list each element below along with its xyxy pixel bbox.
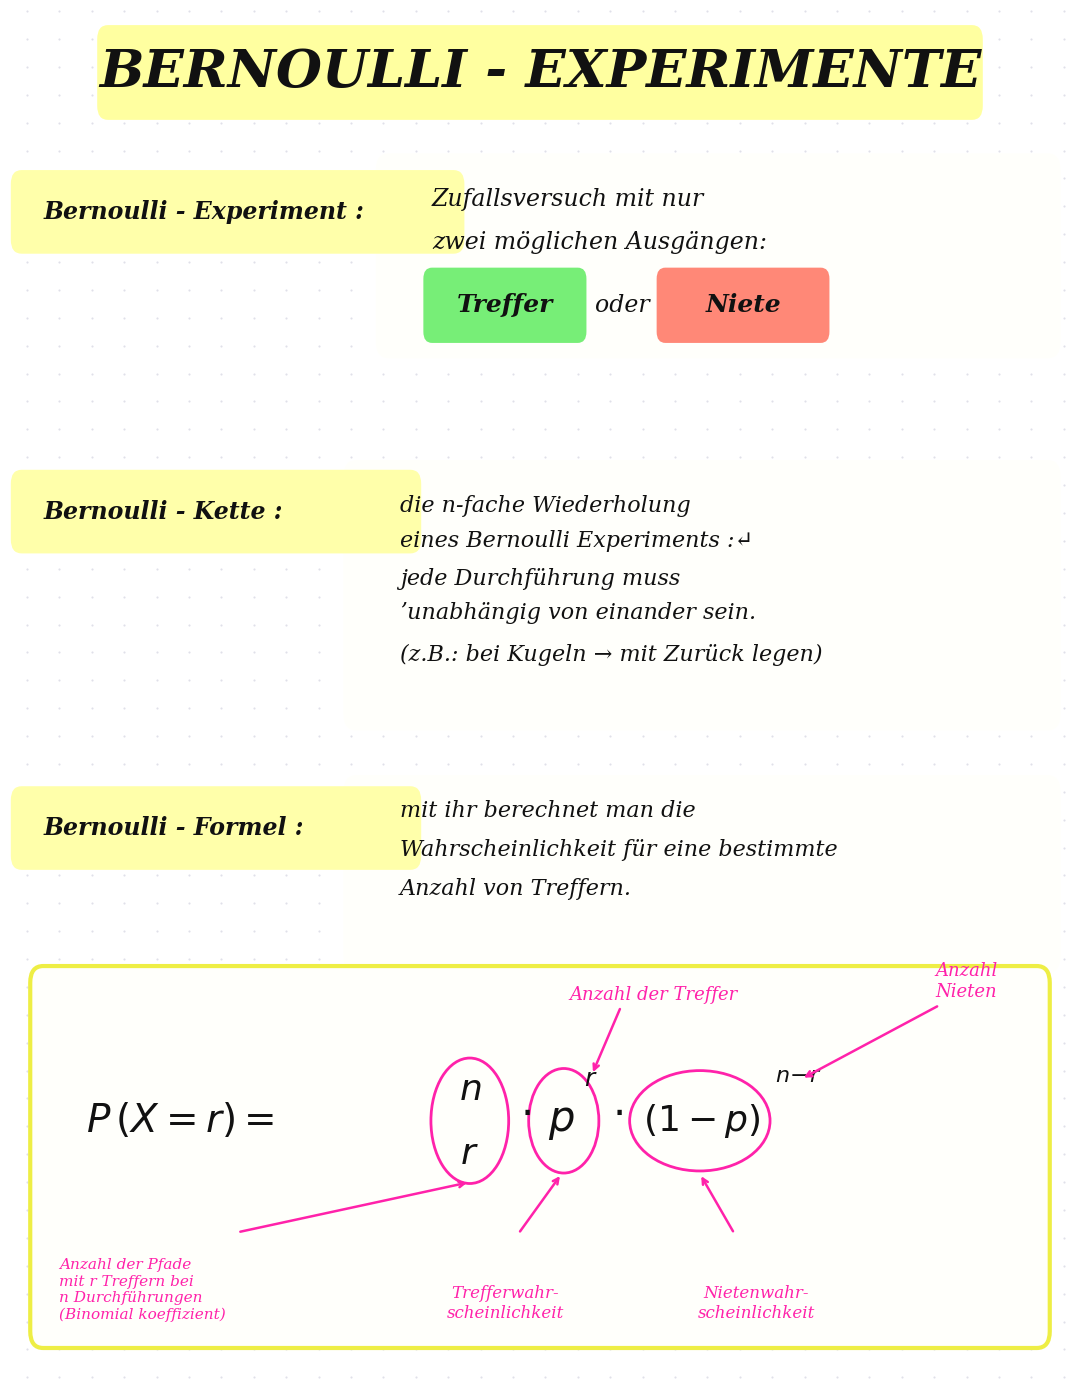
Text: $\cdot$: $\cdot$ [519,1093,530,1135]
FancyBboxPatch shape [30,966,1050,1348]
Text: $r$: $r$ [584,1066,597,1092]
Text: eines Bernoulli Experiments :↵: eines Bernoulli Experiments :↵ [400,530,753,552]
Text: Bernoulli - Formel :: Bernoulli - Formel : [43,815,303,841]
Text: $p$: $p$ [549,1100,575,1142]
Text: Wahrscheinlichkeit für eine bestimmte: Wahrscheinlichkeit für eine bestimmte [400,839,837,861]
Text: $P\,(X = r) =$: $P\,(X = r) =$ [86,1101,275,1140]
Text: ʼunabhängig von einander sein.: ʼunabhängig von einander sein. [400,602,756,625]
Text: $(1-p)$: $(1-p)$ [644,1101,760,1140]
Text: Anzahl
Nieten: Anzahl Nieten [935,962,998,1001]
Text: mit ihr berechnet man die: mit ihr berechnet man die [400,800,696,822]
FancyBboxPatch shape [343,460,1061,730]
FancyBboxPatch shape [423,268,586,343]
FancyBboxPatch shape [657,268,829,343]
Text: Zufallsversuch mit nur: Zufallsversuch mit nur [432,188,704,210]
Text: BERNOULLI - EXPERIMENTE: BERNOULLI - EXPERIMENTE [98,47,982,98]
Text: Anzahl der Treffer: Anzahl der Treffer [569,986,738,1004]
Text: Niete: Niete [705,293,781,318]
FancyBboxPatch shape [11,786,421,870]
FancyBboxPatch shape [11,170,464,254]
Text: $r$: $r$ [460,1138,480,1171]
FancyBboxPatch shape [11,470,421,553]
Text: (z.B.: bei Kugeln → mit Zurück legen): (z.B.: bei Kugeln → mit Zurück legen) [400,644,822,666]
Text: zwei möglichen Ausgängen:: zwei möglichen Ausgängen: [432,231,767,254]
Text: $\cdot$: $\cdot$ [612,1093,623,1135]
Text: $n$: $n$ [459,1073,481,1107]
Text: die n-fache Wiederholung: die n-fache Wiederholung [400,495,690,517]
Text: Treffer: Treffer [457,293,554,318]
Text: Bernoulli - Kette :: Bernoulli - Kette : [43,499,283,524]
Text: Anzahl von Treffern.: Anzahl von Treffern. [400,878,632,901]
FancyBboxPatch shape [97,25,983,120]
FancyBboxPatch shape [376,153,1061,358]
Text: $n\!-\!r$: $n\!-\!r$ [775,1066,822,1086]
Text: Bernoulli - Experiment :: Bernoulli - Experiment : [43,199,364,224]
Text: Anzahl der Pfade
mit r Treffern bei
n Durchführungen
(Binomial koeffizient): Anzahl der Pfade mit r Treffern bei n Du… [59,1259,226,1322]
FancyBboxPatch shape [343,775,1061,973]
Text: Nietenwahr-
scheinlichkeit: Nietenwahr- scheinlichkeit [698,1285,814,1322]
Text: oder: oder [595,294,649,316]
Text: Trefferwahr-
scheinlichkeit: Trefferwahr- scheinlichkeit [447,1285,564,1322]
Text: jede Durchführung muss: jede Durchführung muss [400,567,679,590]
